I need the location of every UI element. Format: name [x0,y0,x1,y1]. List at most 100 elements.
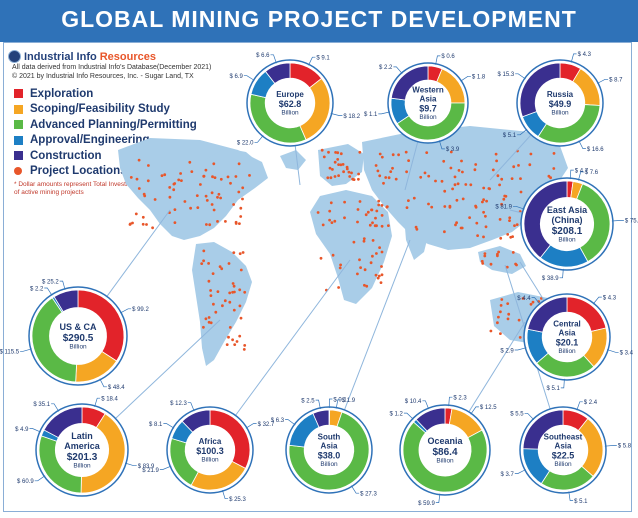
project-location-dot [461,197,465,201]
project-location-dot [146,179,150,183]
region-unit: Billion [551,109,569,116]
project-location-dot [374,164,378,167]
project-location-dot [552,167,556,170]
project-location-dot [135,177,139,181]
value-label: $ 38.9 [542,276,559,282]
project-location-dot [212,302,215,306]
project-location-dot [378,174,382,178]
value-label: $ 16.6 [587,147,604,153]
legend-label: Scoping/Feasibility Study [30,103,170,116]
project-location-dot [205,223,208,226]
label-leader [29,428,41,433]
project-location-dot [214,310,218,314]
project-location-dot [216,290,220,293]
label-leader [470,406,479,415]
project-location-dot [238,252,242,256]
value-label: $ 1.9 [342,398,356,404]
donut-hole [55,423,109,477]
source-line-1: All data derived from Industrial Info's … [12,64,212,71]
value-label: $ 25.3 [229,497,246,503]
project-location-dot [380,204,384,207]
project-location-dot [235,340,239,343]
land-mass [404,214,430,260]
project-location-dot [209,289,213,292]
project-location-dot [172,188,176,192]
project-location-dot [481,262,485,265]
project-location-dot [202,259,206,263]
land-mass [478,246,526,274]
region-name: Latin [71,431,93,441]
project-location-dot [336,158,340,161]
project-location-dot [163,173,167,177]
project-location-dot [204,168,208,172]
label-leader [328,398,333,409]
value-label: $ 4.3 [603,295,617,301]
donut-us-ca: $ 99.2 $ 48.4 $ 115.5 $ 2.2$ 25.2 US & CA$29… [0,279,149,391]
region-total: $20.1 [556,337,579,347]
project-location-dot [334,151,337,154]
project-location-dot [415,227,419,231]
project-location-dot [380,214,384,217]
value-label: $ 4.3 [578,52,592,58]
project-location-dot [248,174,251,177]
region-name: Southeast [544,432,583,441]
value-label: $ 8.7 [609,78,623,84]
project-location-dot [519,177,522,181]
project-location-dot [468,216,471,220]
project-location-dot [389,170,393,174]
project-location-dot [356,272,359,276]
project-location-dot [207,262,211,265]
project-location-dot [469,183,473,187]
legend-label: Construction [30,149,102,162]
slice-construction [522,409,564,450]
project-location-dot [375,252,378,255]
value-label: $ 27.3 [360,492,377,498]
label-leader [245,423,257,429]
project-location-dot [129,222,132,226]
project-location-dot [484,214,487,218]
value-label: $ 75.0 [625,219,638,225]
label-leader [124,462,137,467]
label-leader [159,465,172,470]
legend-swatch [14,135,23,145]
value-label: $ 7.6 [585,170,599,176]
project-location-dot [481,200,484,204]
project-location-dot [329,201,333,205]
project-location-dot [359,266,362,269]
project-location-dot [242,348,246,351]
label-leader [514,347,527,351]
project-location-dot [489,329,493,333]
project-location-dot [391,166,394,170]
project-location-dot [241,251,245,254]
donut-hole [535,78,585,128]
project-location-dot [219,196,223,200]
project-location-dot [505,265,509,269]
project-location-dot [328,209,332,213]
project-location-dot [460,159,463,163]
page-title: GLOBAL MINING PROJECT DEVELOPMENT [61,6,577,32]
project-location-dot [218,265,222,268]
project-location-dot [405,170,408,174]
project-location-dot [234,222,238,225]
region-name: Asia [420,94,437,103]
project-location-dot [499,304,503,307]
donut-oceania: $ 2.3 $ 12.5 $ 59.9 $ 1.2$ 10.4 Oceania$86.4… [390,396,498,507]
project-location-dot [339,152,343,156]
project-location-dot [333,175,337,178]
value-label: $ 25.2 [42,279,59,285]
donut-hole [49,307,107,365]
label-leader [531,297,541,305]
project-location-dot [243,344,247,347]
project-location-dot [376,276,380,280]
value-label: $ 81.9 [495,205,512,211]
slice-construction [519,62,561,118]
project-location-dot [440,179,444,183]
label-leader [435,493,441,503]
value-label: $ 1.2 [390,411,404,417]
project-location-dot [352,178,356,182]
project-location-dot [380,250,384,254]
project-location-dot [326,176,330,180]
project-location-dot [473,168,477,172]
project-location-dot [339,263,342,267]
project-location-dot [213,176,217,180]
